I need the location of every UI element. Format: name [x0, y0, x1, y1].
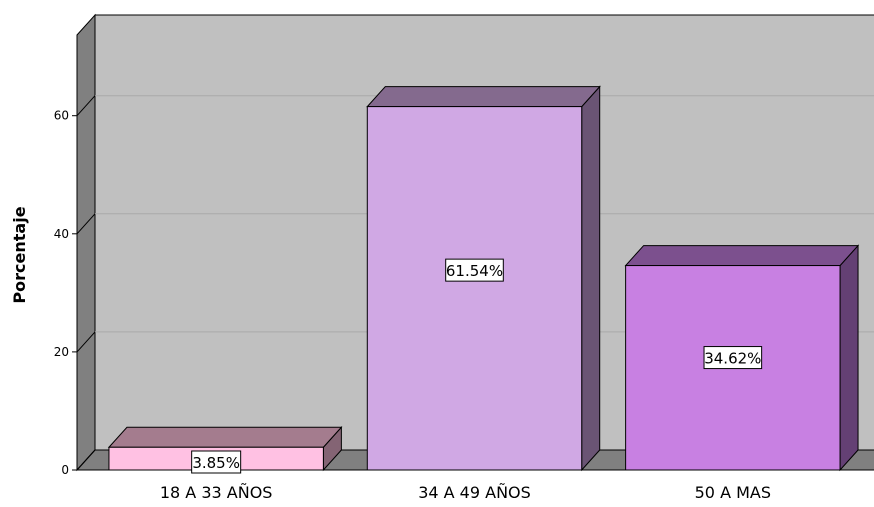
bar-top — [107, 426, 343, 448]
bar-side — [581, 85, 601, 472]
x-tick-label: 34 A 49 AÑOS — [418, 483, 531, 502]
y-axis: 0 20 40 60 — [54, 109, 77, 477]
y-axis-label: Porcentaje — [10, 206, 29, 303]
bar-group: 3.85% — [107, 425, 343, 474]
y-tick-label: 0 — [61, 463, 69, 477]
y-tick-label: 40 — [54, 227, 69, 241]
x-tick-label: 50 A MAS — [695, 483, 771, 502]
data-label: 34.62% — [704, 350, 761, 368]
bar-top — [366, 86, 601, 108]
y-tick-label: 20 — [54, 345, 69, 359]
bar-group: 34.62% — [624, 244, 860, 472]
grid-diagonal — [76, 449, 96, 471]
bar-side — [839, 244, 859, 472]
bars: 3.85% 61.54% 34.62% — [107, 85, 860, 474]
x-tick-label: 18 A 33 AÑOS — [160, 483, 273, 502]
data-label: 3.85% — [192, 454, 240, 472]
left-wall — [76, 13, 96, 472]
data-label-box — [191, 450, 242, 474]
x-axis: 18 A 33 AÑOS 34 A 49 AÑOS 50 A MAS — [160, 483, 771, 502]
grid-diagonal — [76, 331, 96, 353]
data-label-box — [445, 258, 504, 282]
grid-diagonal — [76, 95, 96, 117]
bar-group: 61.54% — [366, 85, 601, 472]
data-label: 61.54% — [446, 262, 503, 280]
y-tick-label: 60 — [54, 109, 69, 123]
bar-top — [624, 245, 860, 267]
data-label-box — [703, 346, 763, 370]
grid-diagonal — [76, 213, 96, 235]
bar — [366, 106, 583, 471]
